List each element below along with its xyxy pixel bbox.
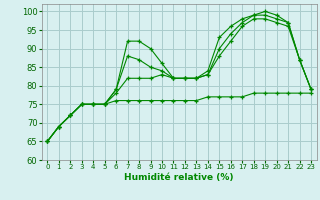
X-axis label: Humidité relative (%): Humidité relative (%) (124, 173, 234, 182)
